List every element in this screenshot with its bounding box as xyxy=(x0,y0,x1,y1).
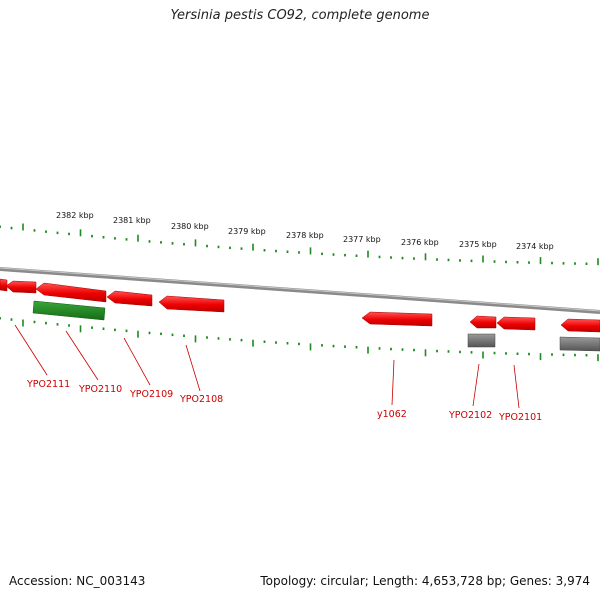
ruler-label-2379: 2379 kbp xyxy=(228,227,266,236)
gene-feature-ypo2102[interactable] xyxy=(469,315,497,329)
ruler-label-2374: 2374 kbp xyxy=(516,242,554,251)
gene-label-ypo2108: YPO2108 xyxy=(179,394,223,405)
gene-label-ypo2101: YPO2101 xyxy=(498,412,542,423)
gene-feature-y1062[interactable] xyxy=(361,311,433,327)
gene-label-ypo2102: YPO2102 xyxy=(448,410,492,421)
gene-feature-ypo2109[interactable] xyxy=(106,290,153,307)
accession-text: Accession: NC_003143 xyxy=(9,574,146,588)
ruler-label-2376: 2376 kbp xyxy=(401,238,439,247)
gene-feature-right-edge[interactable] xyxy=(560,318,600,333)
ruler-ticks-outer xyxy=(0,223,599,266)
label-leader-lines xyxy=(14,324,520,409)
gene-feature-ypo2111[interactable] xyxy=(5,280,37,294)
topology-summary-text: Topology: circular; Length: 4,653,728 bp… xyxy=(260,574,590,588)
map-title: Yersinia pestis CO92, complete genome xyxy=(170,8,430,23)
gene-label-ypo2109: YPO2109 xyxy=(129,389,173,400)
genome-backbone xyxy=(0,267,600,314)
gene-feature-edge[interactable] xyxy=(0,278,8,292)
other-feature-gray-1[interactable] xyxy=(467,333,496,348)
ruler-label-2380: 2380 kbp xyxy=(171,222,209,231)
gene-label-y1062: y1062 xyxy=(377,409,407,420)
gene-feature-ypo2110[interactable] xyxy=(35,282,107,303)
genome-backbone-highlight xyxy=(0,267,600,312)
gene-label-ypo2111: YPO2111 xyxy=(26,379,70,390)
gene-label-ypo2110: YPO2110 xyxy=(78,384,122,395)
ruler-label-2378: 2378 kbp xyxy=(286,231,324,240)
ruler-ticks-inner xyxy=(0,317,599,362)
ruler-label-2381: 2381 kbp xyxy=(113,216,151,225)
other-feature-gray-2[interactable] xyxy=(559,336,600,352)
gene-feature-ypo2101[interactable] xyxy=(496,316,536,331)
ruler-label-2382: 2382 kbp xyxy=(56,211,94,220)
ruler-label-2375: 2375 kbp xyxy=(459,240,497,249)
rna-feature-green[interactable] xyxy=(32,300,106,321)
ruler-label-2377: 2377 kbp xyxy=(343,235,381,244)
gene-feature-ypo2108[interactable] xyxy=(158,295,225,313)
